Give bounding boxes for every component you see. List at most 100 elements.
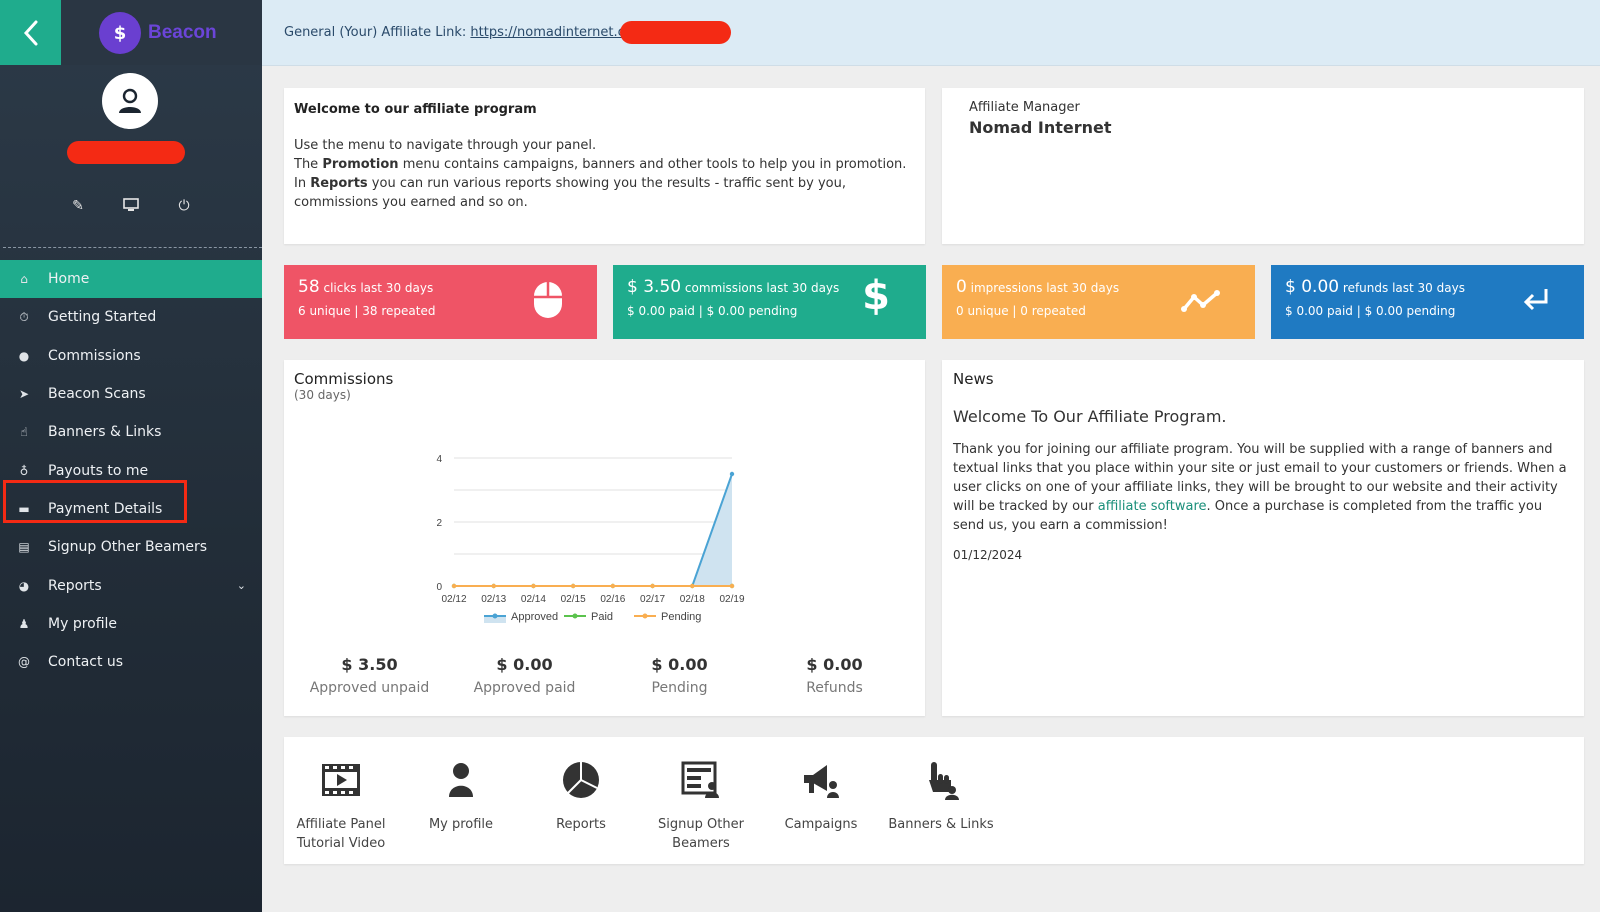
stopwatch-icon: ⏱: [19, 309, 29, 324]
impressions-stat-card[interactable]: 0 impressions last 30 days 0 unique | 0 …: [942, 265, 1255, 339]
clicks-stat-card[interactable]: 58 clicks last 30 days 6 unique | 38 rep…: [284, 265, 597, 339]
shortcut-my-profile[interactable]: My profile: [406, 759, 516, 834]
sidebar-item-contact[interactable]: @ Contact us: [0, 643, 262, 681]
sidebar-item-getting-started[interactable]: ⏱ Getting Started: [0, 298, 262, 336]
megaphone-icon: [804, 765, 839, 798]
legend-label: Paid: [591, 611, 613, 623]
news-body-post: . Once a purchase is completed from the …: [953, 499, 1543, 533]
sidebar-item-label: Home: [48, 271, 90, 288]
x-tick-label: 02/14: [521, 594, 546, 605]
clicks-stat-line: 58 clicks last 30 days: [298, 277, 583, 297]
manager-label: Affiliate Manager: [969, 100, 1080, 115]
refunds-stat-line: $ 0.00 refunds last 30 days: [1285, 277, 1570, 297]
sidebar-item-label: Banners & Links: [48, 424, 162, 441]
legend-label: Approved: [511, 611, 558, 623]
pencil-icon[interactable]: ✎: [72, 198, 84, 214]
clicks-sub: 6 unique | 38 repeated: [298, 304, 436, 318]
shortcut-reports[interactable]: Reports: [526, 759, 636, 834]
video-icon: [322, 764, 360, 796]
sidebar-item-beacon-scans[interactable]: ➤ Beacon Scans: [0, 375, 262, 413]
commissions-stat-line: $ 3.50 commissions last 30 days: [627, 277, 912, 297]
total-value: $ 3.50: [341, 655, 398, 674]
sidebar-nav: ⌂ Home ⏱ Getting Started ● Commissions ➤…: [0, 260, 262, 681]
avatar[interactable]: [102, 73, 158, 129]
commissions-stat-card[interactable]: $ 3.50 commissions last 30 days $ 0.00 p…: [613, 265, 926, 339]
redacted-link-suffix: [620, 21, 731, 44]
data-point-pending: [690, 583, 695, 589]
total-refunds: $ 0.00 Refunds: [757, 655, 912, 696]
total-pending: $ 0.00 Pending: [602, 655, 757, 696]
shortcut-campaigns[interactable]: Campaigns: [766, 759, 876, 834]
sidebar-item-reports[interactable]: ◕ Reports ⌄: [0, 566, 262, 604]
logo-mark: $: [99, 12, 141, 54]
legend-swatch-area: [484, 616, 506, 623]
affiliate-link-text: General (Your) Affiliate Link: https://n…: [284, 25, 650, 40]
affiliate-manager-panel: Affiliate Manager Nomad Internet: [942, 88, 1584, 244]
news-body: Thank you for joining our affiliate prog…: [953, 440, 1573, 535]
data-point-pending: [610, 583, 616, 589]
data-point-pending: [570, 583, 576, 589]
user-avatar-icon: [119, 88, 141, 113]
shortcut-label: My profile: [428, 817, 494, 832]
refunds-label: refunds last 30 days: [1342, 281, 1465, 295]
redacted-username: [67, 141, 185, 164]
sidebar-item-banners-links[interactable]: ☝ Banners & Links: [0, 413, 262, 451]
sidebar-item-home[interactable]: ⌂ Home: [0, 260, 262, 299]
user-icon: ♟: [18, 616, 30, 631]
signup-icon: ▤: [18, 540, 30, 555]
sidebar-item-label: Payouts to me: [48, 462, 149, 479]
welcome-line-2-bold: Promotion: [322, 157, 399, 172]
welcome-line-3-post: you can run various reports showing you …: [294, 176, 846, 210]
commissions-label: commissions last 30 days: [684, 281, 840, 295]
sidebar-item-label: Reports: [48, 577, 102, 594]
data-point-pending: [451, 583, 457, 589]
power-icon[interactable]: ⏻: [178, 198, 190, 214]
sidebar-item-label: Commissions: [48, 347, 141, 364]
shortcut-label: Campaigns: [784, 817, 858, 832]
refunds-stat-card[interactable]: $ 0.00 refunds last 30 days $ 0.00 paid …: [1271, 265, 1584, 339]
total-approved-unpaid: $ 3.50 Approved unpaid: [292, 655, 447, 696]
sidebar-item-label: Contact us: [48, 654, 124, 671]
shortcut-tutorial-video[interactable]: Affiliate Panel Tutorial Video: [286, 759, 396, 853]
back-button[interactable]: [0, 0, 61, 65]
chevron-down-icon[interactable]: ⌄: [236, 579, 246, 593]
clicks-label: clicks last 30 days: [323, 281, 434, 295]
refunds-value: $ 0.00: [1285, 277, 1340, 297]
logo[interactable]: $ Beacon: [99, 12, 217, 54]
trend-line-icon: [1181, 290, 1220, 312]
news-panel: News Welcome To Our Affiliate Program. T…: [942, 360, 1584, 716]
shortcut-signup-beamers[interactable]: Signup Other Beamers: [646, 759, 756, 853]
refunds-sub: $ 0.00 paid | $ 0.00 pending: [1285, 304, 1456, 318]
impressions-label: impressions last 30 days: [970, 281, 1120, 295]
x-tick-label: 02/19: [719, 594, 744, 605]
sidebar-item-label: Getting Started: [48, 309, 157, 326]
data-point-pending: [531, 583, 536, 589]
hand-pointer-icon: ☝: [20, 425, 28, 440]
affiliate-software-link[interactable]: affiliate software: [1097, 499, 1207, 514]
sidebar-item-my-profile[interactable]: ♟ My profile: [0, 605, 262, 643]
affiliate-link[interactable]: https://nomadinternet.com/: [470, 25, 650, 40]
sidebar-item-commissions[interactable]: ● Commissions: [0, 337, 262, 375]
sidebar-item-label: Beacon Scans: [48, 386, 146, 403]
sidebar-item-payment-details[interactable]: ▬ Payment Details: [0, 490, 262, 528]
total-value: $ 0.00: [806, 655, 863, 674]
impressions-stat-line: 0 impressions last 30 days: [956, 277, 1241, 297]
sidebar: $ Beacon ✎ ⏻ ⌂ Home ⏱ Getting Started ● …: [0, 0, 262, 912]
home-icon: ⌂: [20, 272, 28, 287]
commission-totals: $ 3.50 Approved unpaid $ 0.00 Approved p…: [284, 655, 925, 696]
legend-marker: [642, 613, 648, 619]
sidebar-item-signup-beamers[interactable]: ▤ Signup Other Beamers: [0, 528, 262, 566]
total-label: Refunds: [806, 680, 863, 696]
news-body-pre: Thank you for joining our affiliate prog…: [953, 442, 1567, 514]
welcome-panel: Welcome to our affiliate program Use the…: [284, 88, 925, 244]
shortcut-banners-links[interactable]: Banners & Links: [886, 759, 996, 834]
monitor-icon[interactable]: [119, 198, 143, 216]
welcome-line-1: Use the menu to navigate through your pa…: [294, 138, 597, 153]
cursor-icon: ➤: [18, 387, 30, 402]
news-heading: News: [953, 370, 994, 388]
commissions-chart: 0 2 4 02/12 02/13 02/14 02/15 02/16 02/17 02/18 02…: [436, 454, 745, 623]
sidebar-item-label: Payment Details: [48, 500, 163, 517]
total-label: Approved paid: [473, 680, 576, 696]
sidebar-item-payouts[interactable]: ♁ Payouts to me: [0, 451, 262, 489]
x-tick-label: 02/16: [600, 594, 625, 605]
